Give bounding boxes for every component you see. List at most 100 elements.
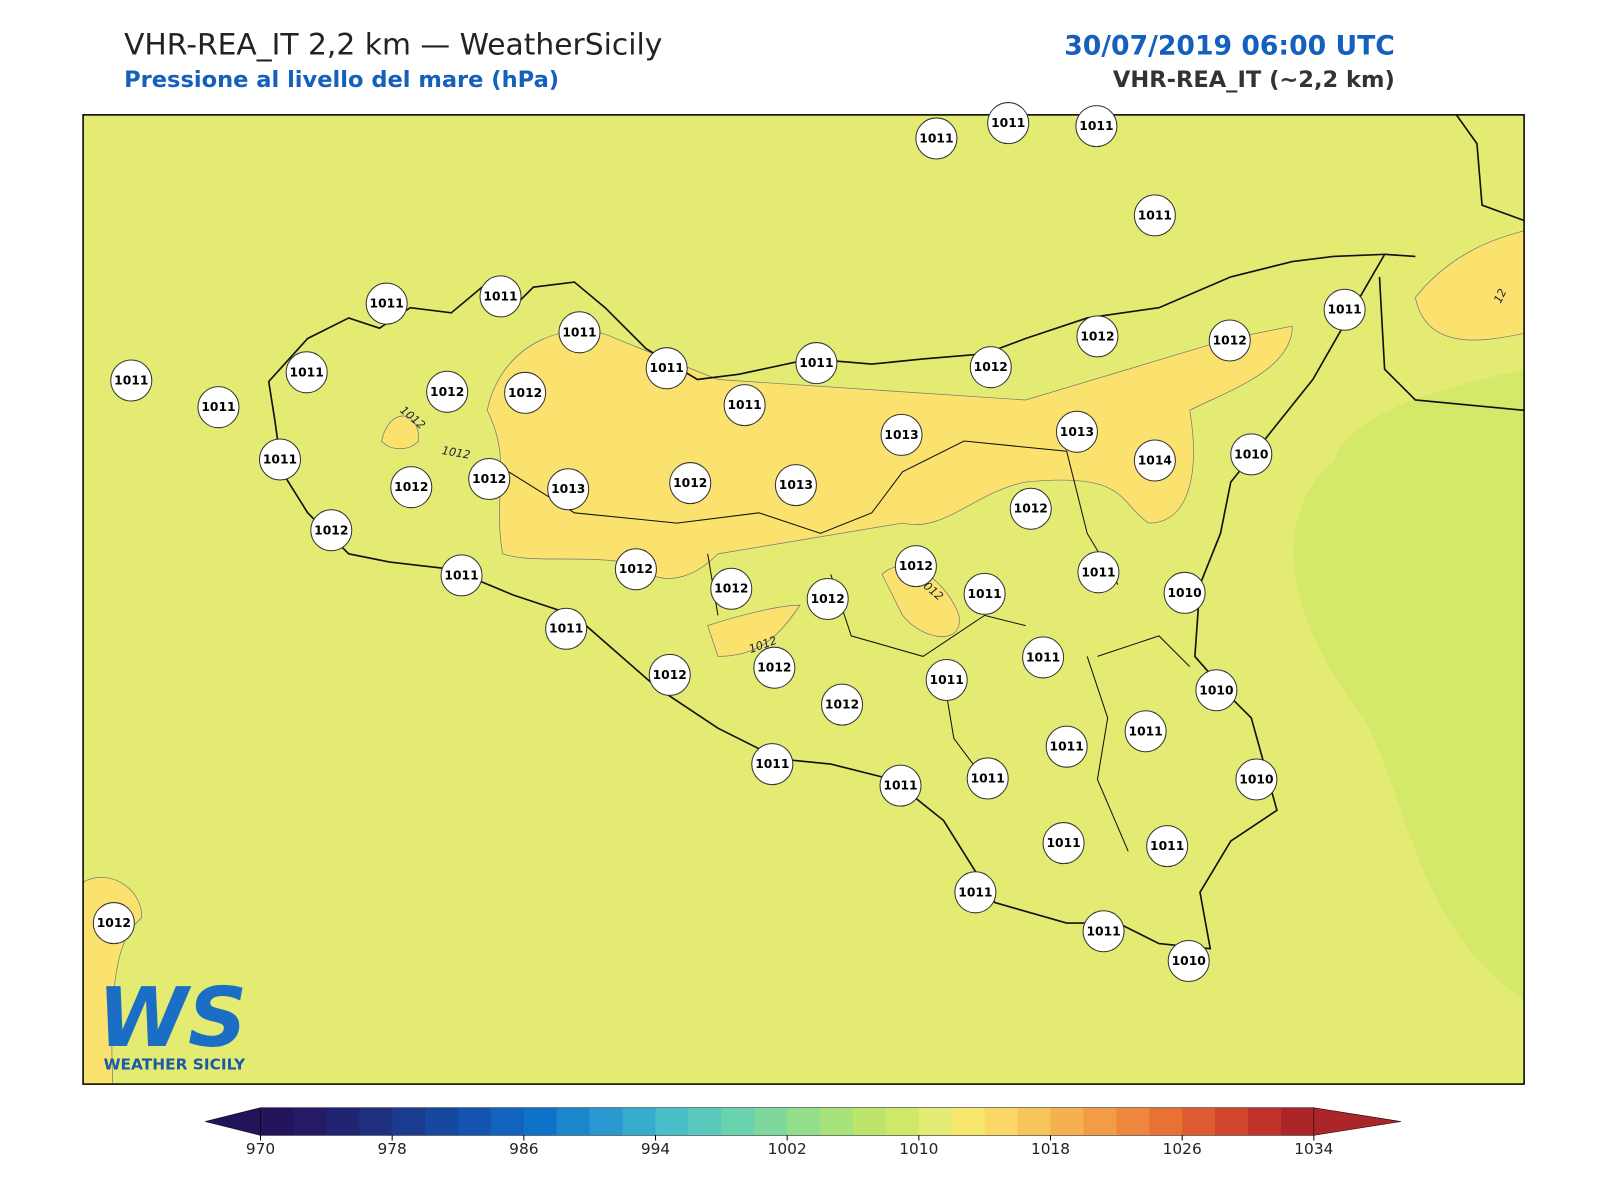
station-marker (1055, 410, 1098, 453)
station-marker (285, 351, 328, 394)
station-value: 1012 (825, 698, 859, 712)
colorbar-bin (787, 1107, 821, 1136)
station: 1011 (954, 871, 997, 914)
station-value: 1012 (673, 476, 707, 490)
station-value: 1010 (1167, 586, 1201, 600)
datetime: 30/07/2019 06:00 UTC (1064, 30, 1395, 61)
station-marker (1076, 315, 1119, 358)
station-marker (723, 384, 766, 427)
station-marker (1195, 669, 1238, 712)
colorbar-bin (1017, 1107, 1052, 1136)
station: 1011 (925, 658, 968, 702)
station-value: 1011 (1150, 839, 1184, 853)
colorbar-bin (589, 1107, 624, 1136)
colorbar-bin (622, 1107, 657, 1136)
low-pressure-zone (1293, 369, 1525, 1000)
station-marker (821, 683, 864, 726)
station-value: 1011 (444, 568, 478, 582)
station: 1012 (821, 683, 864, 726)
colorbar-bin (885, 1107, 920, 1136)
colorbar-bin (359, 1107, 393, 1136)
station-value: 1012 (619, 562, 653, 576)
station-marker (1124, 710, 1167, 753)
station-marker (545, 607, 588, 650)
station-marker (1133, 194, 1176, 237)
station-marker (963, 572, 1006, 615)
station-marker (110, 359, 153, 402)
station: 1010 (1230, 433, 1273, 476)
colorbar-bin (1182, 1107, 1216, 1136)
station: 1011 (795, 342, 838, 385)
station-marker (558, 311, 601, 354)
station-marker (547, 468, 590, 511)
station-marker (1133, 439, 1176, 482)
station-value: 1011 (1046, 836, 1080, 850)
station-marker (987, 102, 1030, 145)
station-marker (645, 347, 688, 390)
station: 1013 (880, 413, 923, 456)
station: 1011 (1124, 710, 1167, 753)
station-value: 1012 (653, 668, 687, 682)
station-value: 1012 (899, 559, 933, 573)
station-marker (915, 117, 958, 160)
station-value: 1012 (811, 592, 845, 606)
station: 1013 (547, 468, 590, 511)
station-marker (879, 764, 922, 807)
station-value: 1012 (1014, 502, 1048, 516)
colorbar-bin (951, 1107, 986, 1136)
station-value: 1011 (549, 622, 583, 636)
station-value: 1014 (1138, 454, 1172, 468)
station-value: 1010 (1172, 954, 1206, 968)
station-marker (1042, 822, 1085, 865)
station-marker (880, 413, 923, 456)
station: 1011 (645, 347, 688, 390)
station-marker (954, 871, 997, 914)
station-marker (479, 275, 522, 318)
colorbar-bin (326, 1107, 360, 1136)
colorbar-bin (293, 1107, 327, 1136)
colorbar-bin (1050, 1107, 1084, 1136)
station: 1010 (1163, 571, 1206, 614)
station-marker (426, 370, 469, 413)
station-value: 1011 (1086, 924, 1120, 938)
station: 1011 (1075, 105, 1118, 148)
station-marker (894, 545, 937, 588)
colorbar-bin (1149, 1107, 1183, 1136)
high-pressure-zone (83, 230, 1525, 1085)
colorbar-bin (1280, 1107, 1315, 1136)
station-marker (1045, 725, 1088, 768)
station-value: 1013 (779, 478, 813, 492)
station-value: 1011 (370, 297, 404, 311)
station-value: 1011 (971, 771, 1005, 785)
station-marker (365, 282, 408, 325)
station-value: 1011 (967, 587, 1001, 601)
station: 1012 (310, 509, 353, 552)
station-marker (1167, 940, 1210, 983)
station: 1011 (963, 572, 1006, 615)
colorbar-bin (655, 1107, 689, 1136)
colorbar-bin (1215, 1107, 1249, 1136)
colorbar-tick-label: 1018 (1031, 1140, 1070, 1158)
colorbar-tick-label: 1026 (1163, 1140, 1202, 1158)
station-marker (648, 653, 691, 696)
colorbar-bin (853, 1107, 887, 1136)
station-value: 1011 (114, 374, 148, 388)
station-marker (969, 346, 1012, 389)
station-value: 1011 (1081, 565, 1115, 579)
station-value: 1011 (919, 131, 953, 145)
colorbar-bin (490, 1107, 525, 1136)
station: 1011 (1042, 822, 1085, 865)
station: 1011 (1133, 194, 1176, 237)
station-value: 1013 (1060, 425, 1094, 439)
colorbar-bin (1116, 1107, 1150, 1136)
station-value: 1012 (97, 916, 131, 930)
colorbar-tick-label: 1034 (1294, 1140, 1333, 1158)
station: 1012 (894, 545, 937, 588)
station-value: 1011 (1026, 650, 1060, 664)
station-value: 1012 (472, 472, 506, 486)
station-marker (1146, 825, 1189, 868)
station-value: 1013 (551, 482, 585, 496)
station: 1011 (440, 554, 483, 597)
station: 1012 (1076, 315, 1119, 358)
